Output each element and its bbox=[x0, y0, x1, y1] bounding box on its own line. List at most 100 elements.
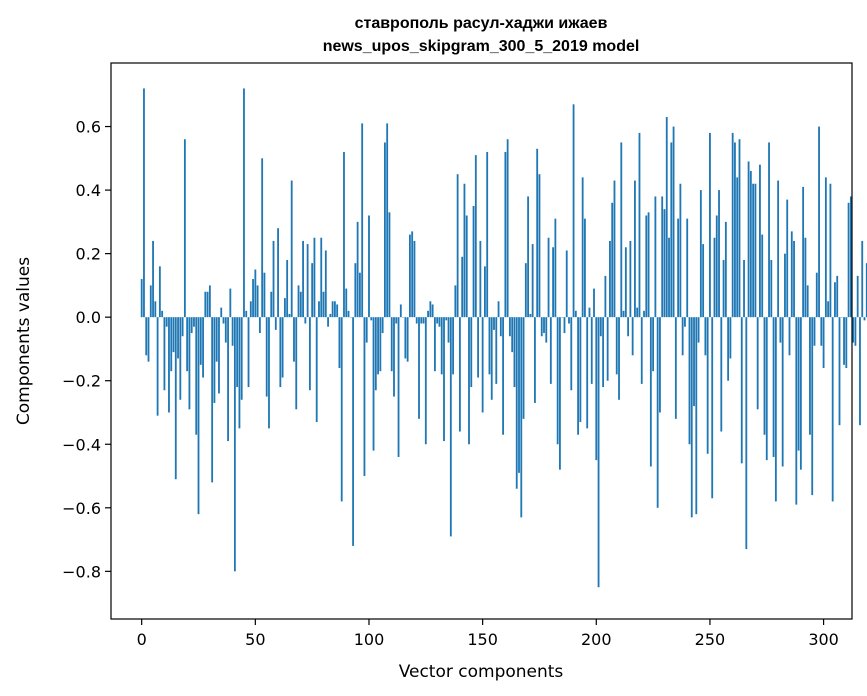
bar-230 bbox=[663, 209, 666, 318]
y-axis-label: Components values bbox=[14, 257, 34, 425]
bar-3 bbox=[147, 317, 150, 362]
bar-149 bbox=[479, 240, 482, 318]
bar-81 bbox=[324, 250, 327, 318]
bar-314 bbox=[854, 317, 857, 346]
bar-91 bbox=[347, 310, 350, 318]
bar-223 bbox=[647, 212, 650, 318]
bar-80 bbox=[322, 291, 325, 318]
bar-281 bbox=[779, 317, 782, 343]
bar-59 bbox=[274, 317, 277, 330]
bar-21 bbox=[188, 317, 191, 410]
bar-150 bbox=[481, 317, 484, 413]
bar-120 bbox=[413, 240, 416, 318]
bar-14 bbox=[172, 317, 175, 353]
x-axis-label: Vector components bbox=[399, 662, 564, 682]
bar-60 bbox=[277, 228, 279, 318]
bar-28 bbox=[204, 291, 207, 318]
bar-33 bbox=[215, 317, 218, 362]
x-tick-label-100: 100 bbox=[354, 630, 385, 649]
bar-7 bbox=[156, 317, 159, 416]
bar-275 bbox=[765, 317, 768, 461]
bar-286 bbox=[790, 231, 793, 318]
bar-22 bbox=[190, 317, 193, 334]
bar-8 bbox=[158, 266, 161, 318]
bar-41 bbox=[233, 317, 236, 572]
bar-259 bbox=[729, 317, 732, 359]
bar-79 bbox=[320, 237, 323, 318]
bar-175 bbox=[538, 174, 541, 318]
bar-204 bbox=[604, 275, 607, 318]
bar-178 bbox=[545, 317, 548, 343]
bar-123 bbox=[420, 317, 423, 324]
bar-189 bbox=[570, 317, 573, 391]
bar-54 bbox=[263, 272, 266, 318]
bar-206 bbox=[609, 240, 611, 318]
bar-177 bbox=[543, 317, 545, 334]
bar-174 bbox=[536, 148, 539, 318]
bar-212 bbox=[622, 310, 625, 318]
bar-232 bbox=[668, 237, 670, 318]
bar-2 bbox=[145, 317, 148, 356]
bar-151 bbox=[484, 266, 486, 318]
bar-233 bbox=[670, 142, 673, 318]
bar-207 bbox=[611, 202, 614, 318]
bar-101 bbox=[370, 317, 373, 321]
bar-47 bbox=[247, 317, 250, 388]
bar-291 bbox=[802, 186, 805, 318]
bar-64 bbox=[286, 259, 289, 318]
bar-205 bbox=[606, 317, 609, 381]
bar-160 bbox=[504, 151, 507, 318]
bar-119 bbox=[411, 231, 414, 318]
bar-121 bbox=[415, 317, 418, 324]
bar-93 bbox=[352, 317, 354, 546]
bar-103 bbox=[374, 317, 377, 391]
bar-56 bbox=[268, 317, 270, 429]
bar-227 bbox=[656, 317, 659, 508]
bar-96 bbox=[358, 272, 361, 318]
bar-138 bbox=[454, 285, 457, 318]
bar-1 bbox=[143, 88, 145, 318]
bar-0 bbox=[140, 279, 143, 318]
bar-44 bbox=[240, 317, 243, 400]
bar-268 bbox=[749, 171, 752, 318]
bar-202 bbox=[599, 317, 602, 337]
bar-4 bbox=[149, 285, 152, 318]
plot-frame bbox=[110, 62, 853, 620]
bar-71 bbox=[302, 240, 304, 318]
bar-186 bbox=[563, 317, 566, 334]
bar-238 bbox=[681, 317, 684, 356]
bar-95 bbox=[356, 221, 359, 318]
bar-98 bbox=[363, 317, 366, 477]
bar-158 bbox=[499, 317, 502, 337]
bar-88 bbox=[340, 317, 343, 502]
bar-190 bbox=[572, 104, 575, 318]
bar-100 bbox=[368, 215, 370, 318]
bar-213 bbox=[624, 247, 627, 318]
bar-105 bbox=[379, 317, 382, 372]
x-tick-label-200: 200 bbox=[581, 630, 612, 649]
bar-316 bbox=[859, 317, 861, 426]
bar-162 bbox=[509, 317, 511, 337]
bar-170 bbox=[527, 196, 530, 318]
bar-128 bbox=[431, 304, 434, 318]
bar-146 bbox=[472, 205, 475, 318]
bar-5 bbox=[152, 240, 154, 318]
bar-6 bbox=[154, 301, 157, 318]
bar-51 bbox=[256, 285, 259, 318]
bar-260 bbox=[731, 132, 734, 318]
bar-236 bbox=[677, 218, 680, 318]
bar-68 bbox=[295, 317, 298, 410]
bar-183 bbox=[556, 317, 559, 445]
bar-116 bbox=[404, 317, 407, 359]
y-tick-label-3: −0.2 bbox=[62, 372, 101, 391]
bar-143 bbox=[465, 215, 468, 318]
bar-217 bbox=[634, 180, 636, 318]
bar-147 bbox=[474, 155, 477, 318]
bar-253 bbox=[715, 215, 718, 318]
bar-58 bbox=[272, 240, 275, 318]
bar-249 bbox=[706, 317, 709, 454]
bar-298 bbox=[818, 126, 820, 318]
bar-107 bbox=[383, 142, 386, 318]
bar-289 bbox=[797, 317, 800, 451]
